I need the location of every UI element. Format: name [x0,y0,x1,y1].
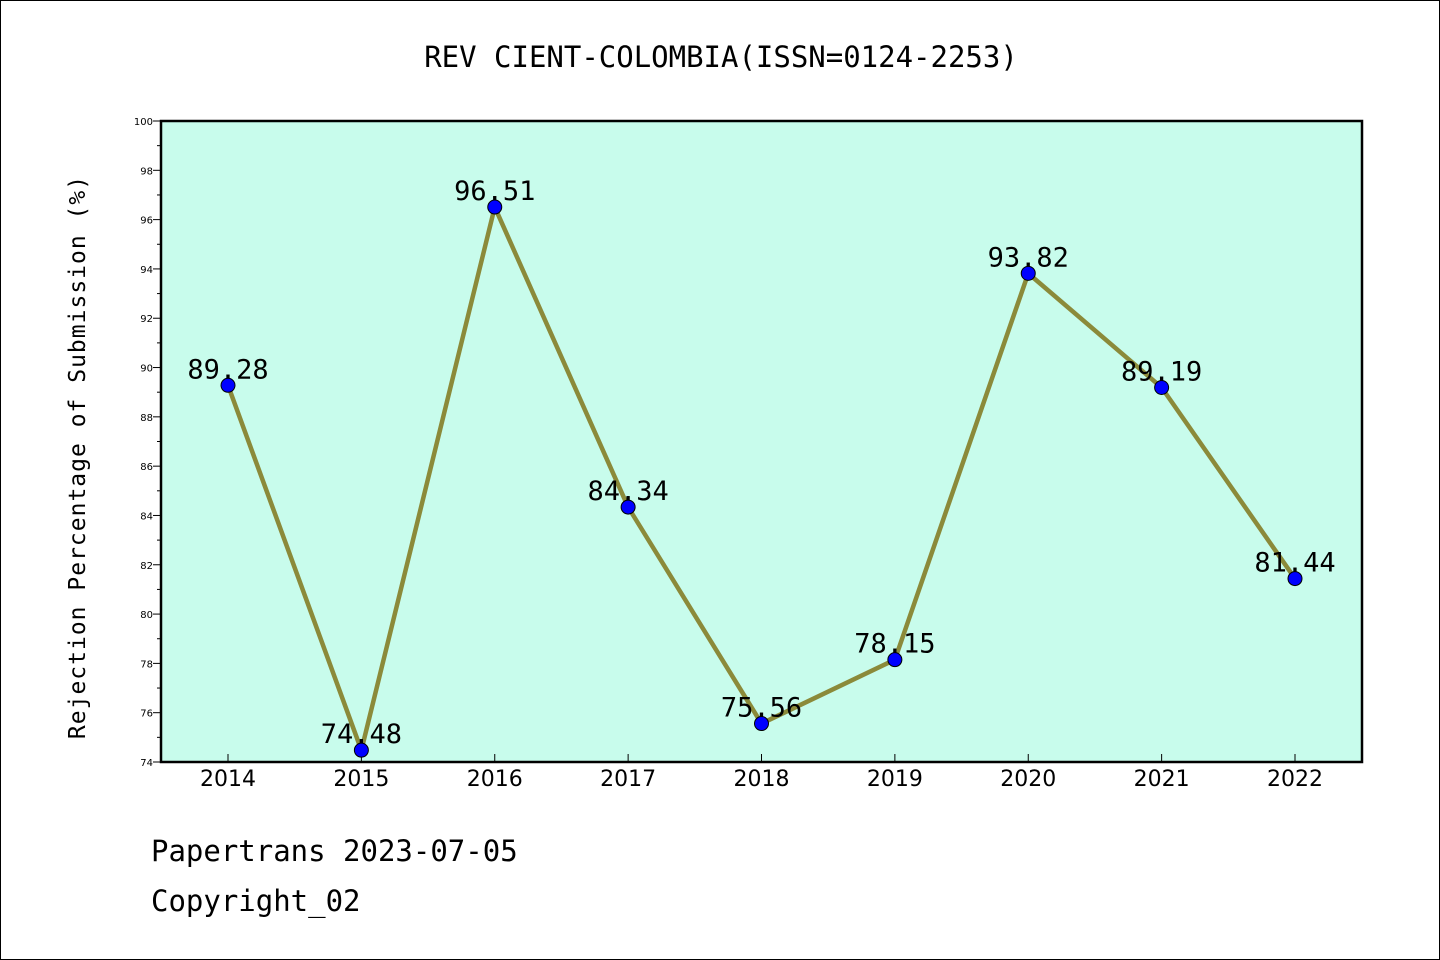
y-tick-label: 86 [140,462,153,473]
data-label: 81.44 [1254,548,1335,579]
data-point-marker [220,377,236,393]
data-point-marker [1287,571,1303,587]
y-tick-label: 84 [140,511,153,522]
y-tick-label: 94 [140,265,153,276]
source-date-text: Papertrans 2023-07-05 [151,834,518,868]
copyright-text: Copyright_02 [151,884,361,918]
y-tick-label: 76 [140,709,153,720]
y-tick-label: 100 [134,117,153,128]
data-point-marker [1020,265,1036,281]
plot-area [161,121,1362,762]
x-tick-label: 2020 [1000,767,1056,792]
data-label: 93.82 [988,242,1069,273]
y-tick-label: 80 [140,610,153,621]
data-point-marker [1154,380,1170,396]
y-tick-label: 88 [140,413,153,424]
data-label: 75.56 [721,693,802,724]
y-tick-label: 98 [140,166,153,177]
data-label: 84.34 [587,476,668,507]
x-tick-label: 2016 [467,767,523,792]
y-tick-label: 96 [140,216,153,227]
data-labels: 89.28 74.48 96.51 84.34 75.56 78.15 93.82 89.19… [187,176,1335,750]
x-tick-label: 2015 [333,767,389,792]
x-tick-label: 2019 [867,767,923,792]
x-tick-label: 2017 [600,767,656,792]
data-point-marker [353,742,369,758]
y-axis: 74 76 78 80 82 84 86 88 90 92 94 96 98 100 [134,117,161,769]
x-tick-label: 2014 [200,767,256,792]
data-label: 89.28 [187,354,268,385]
y-tick-label: 82 [140,561,153,572]
chart-title: REV CIENT-COLOMBIA(ISSN=0124-2253) [424,40,1018,74]
data-point-marker [487,199,503,215]
x-tick-label: 2021 [1134,767,1190,792]
plot-border [159,119,1364,764]
y-tick-label: 78 [140,659,153,670]
y-tick-label: 90 [140,364,153,375]
data-point-marker [887,652,903,668]
x-tick-label: 2018 [734,767,790,792]
data-label: 74.48 [321,719,402,750]
data-label: 96.51 [454,176,535,207]
y-tick-label: 92 [140,314,153,325]
series-markers [220,199,1303,758]
y-tick-label: 74 [140,758,153,769]
data-point-marker [754,716,769,732]
x-tick-label: 2022 [1267,767,1323,792]
data-label: 89.19 [1121,357,1202,388]
data-point-marker [620,499,636,515]
x-axis: 2014 2015 2016 2017 2018 2019 2020 2021 2022 [200,754,1323,792]
y-axis-label: Rejection Percentage of Submission (%) [65,175,91,739]
data-label: 78.15 [854,629,935,660]
